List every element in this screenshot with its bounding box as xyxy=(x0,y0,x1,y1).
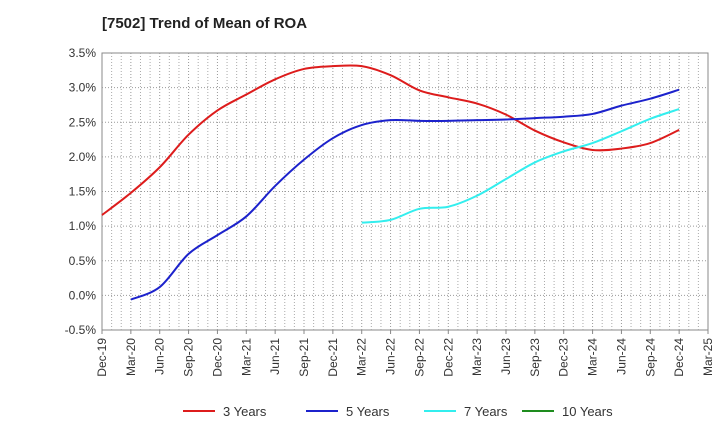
legend-label: 10 Years xyxy=(562,404,613,419)
x-axis: Dec-19 Mar-20 Jun-20 Sep-20 Dec-20 Mar-21 Jun-… xyxy=(95,330,715,377)
x-tick-label: Dec-21 xyxy=(326,338,340,377)
y-tick-label: 1.5% xyxy=(69,185,97,199)
legend-label: 5 Years xyxy=(346,404,390,419)
x-tick-label: Sep-24 xyxy=(643,338,657,377)
y-tick-label: 3.0% xyxy=(69,81,97,95)
x-tick-label: Dec-24 xyxy=(672,338,686,377)
x-tick-label: Sep-22 xyxy=(412,338,426,377)
y-tick-label: 3.5% xyxy=(69,46,97,60)
series-lines xyxy=(101,64,680,301)
x-tick-label: Dec-22 xyxy=(441,338,455,377)
y-tick-label: 0.0% xyxy=(69,288,97,302)
y-tick-label: 1.0% xyxy=(69,219,97,233)
x-tick-label: Mar-20 xyxy=(124,338,138,376)
x-tick-label: Jun-21 xyxy=(268,338,282,375)
x-tick-label: Sep-21 xyxy=(297,338,311,377)
y-tick-label: 2.5% xyxy=(69,115,97,129)
chart-title: [7502] Trend of Mean of ROA xyxy=(102,15,307,32)
legend-label: 7 Years xyxy=(464,404,508,419)
x-tick-label: Jun-20 xyxy=(153,338,167,375)
y-tick-label: 0.5% xyxy=(69,254,97,268)
x-tick-label: Jun-23 xyxy=(499,338,513,375)
grid xyxy=(102,53,708,330)
x-tick-label: Dec-19 xyxy=(95,338,109,377)
x-tick-label: Dec-20 xyxy=(210,338,224,377)
x-tick-label: Mar-22 xyxy=(355,338,369,376)
legend-label: 3 Years xyxy=(223,404,267,419)
y-axis: 3.5% 3.0% 2.5% 2.0% 1.5% 1.0% 0.5% 0.0% -0.5% xyxy=(65,46,97,337)
legend: 3 Years 5 Years 7 Years 10 Years xyxy=(183,404,613,419)
x-tick-label: Mar-23 xyxy=(470,338,484,376)
x-tick-label: Jun-22 xyxy=(384,338,398,375)
y-tick-label: -0.5% xyxy=(65,323,97,337)
x-tick-label: Jun-24 xyxy=(614,338,628,375)
series-line-3-years xyxy=(101,64,680,216)
series-line-7-years xyxy=(361,108,680,224)
x-tick-label: Mar-21 xyxy=(239,338,253,376)
x-tick-label: Mar-25 xyxy=(701,338,715,376)
x-tick-label: Sep-23 xyxy=(528,338,542,377)
x-tick-label: Mar-24 xyxy=(586,338,600,376)
x-tick-label: Dec-23 xyxy=(557,338,571,377)
series-line-5-years xyxy=(130,88,680,301)
y-tick-label: 2.0% xyxy=(69,150,97,164)
x-tick-label: Sep-20 xyxy=(182,338,196,377)
